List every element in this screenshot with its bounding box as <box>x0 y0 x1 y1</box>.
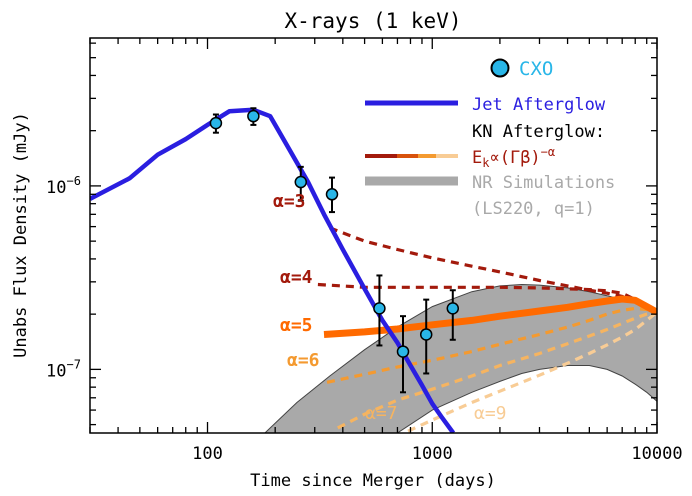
legend-kn-formula-mid: ∝(Γβ) <box>489 148 540 168</box>
series-line-jet <box>90 107 456 433</box>
legend: CXO Jet Afterglow KN Afterglow: Ek∝(Γβ)−… <box>365 58 615 219</box>
cxo-point <box>325 176 339 214</box>
cxo-point-marker <box>209 116 223 130</box>
cxo-point <box>247 107 260 126</box>
cxo-point-marker <box>373 302 386 315</box>
y-tick-label-exponent: −7 <box>66 357 80 371</box>
y-tick-label-exponent: −6 <box>66 174 80 188</box>
cxo-point <box>209 113 223 134</box>
legend-cxo-marker <box>490 58 510 78</box>
chart-title: X-rays (1 keV) <box>284 9 461 33</box>
series-line-alpha4 <box>317 282 657 314</box>
cxo-points-layer <box>209 107 460 394</box>
cxo-point-marker <box>294 175 308 189</box>
series-label-alpha9: α=9 <box>474 403 507 424</box>
series-label-alpha5: α=5 <box>280 315 313 336</box>
nr-band-layer <box>264 283 657 433</box>
legend-kn-header: KN Afterglow: <box>472 122 605 142</box>
legend-kn-formula-sub: k <box>482 156 490 170</box>
cxo-point <box>294 165 308 202</box>
x-tick-label: 1000 <box>412 444 453 464</box>
series-label-alpha4: α=4 <box>280 267 313 288</box>
y-tick-label: 10−7 <box>46 357 81 381</box>
y-axis-label: Unabs Flux Density (mJy) <box>11 112 31 358</box>
series-label-alpha6: α=6 <box>287 350 320 371</box>
plot-frame <box>89 37 658 434</box>
legend-kn-formula: Ek∝(Γβ)−α <box>472 145 555 170</box>
legend-jet-label: Jet Afterglow <box>472 95 606 115</box>
legend-kn-formula-e: E <box>472 148 482 168</box>
cxo-point-marker <box>446 302 460 315</box>
series-labels-layer: α=3 α=4 α=5 α=6 α=7 α=9 <box>273 191 507 424</box>
x-tick-label: 10000 <box>631 444 682 464</box>
series-line-alpha7 <box>337 310 657 430</box>
legend-cxo-label: CXO <box>519 58 553 80</box>
legend-kn-formula-sup: −α <box>541 145 555 159</box>
cxo-point <box>396 315 410 394</box>
cxo-point <box>419 298 433 375</box>
cxo-point <box>373 274 386 347</box>
series-label-alpha3: α=3 <box>273 191 306 212</box>
x-axis-label: Time since Merger (days) <box>250 471 496 491</box>
x-tick-label: 100 <box>192 444 223 464</box>
cxo-point-marker <box>396 345 410 358</box>
cxo-point <box>446 289 460 341</box>
cxo-point-marker <box>247 109 260 123</box>
cxo-point-marker <box>325 188 339 201</box>
series-line-alpha9 <box>407 310 657 433</box>
cxo-point-marker <box>419 328 433 341</box>
y-tick-label-base: 10 <box>46 361 66 381</box>
legend-nr-label: NR Simulations <box>472 173 615 193</box>
legend-nr-note: (LS220, q=1) <box>472 199 595 219</box>
series-label-alpha7: α=7 <box>365 403 398 424</box>
y-tick-label-base: 10 <box>46 178 66 198</box>
nr-simulations-band <box>264 283 657 433</box>
y-tick-label: 10−6 <box>46 174 81 198</box>
